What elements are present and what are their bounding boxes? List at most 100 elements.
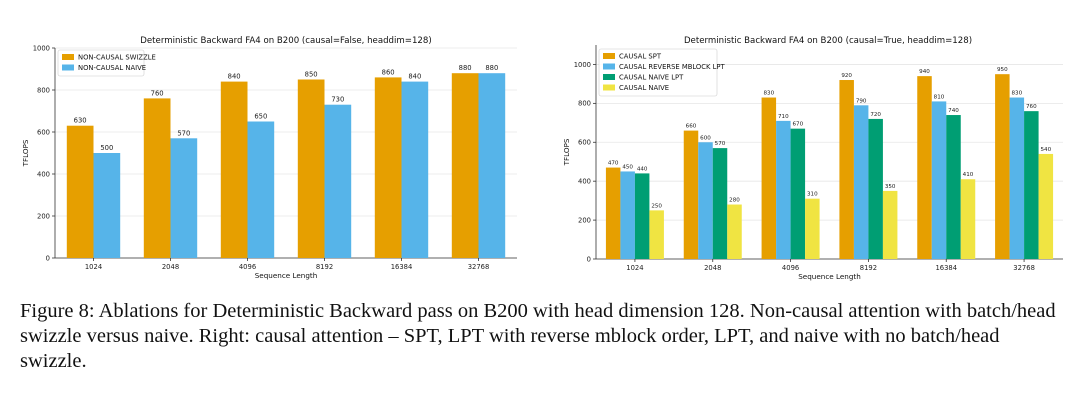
bar [620, 171, 635, 259]
legend-swatch [603, 84, 615, 91]
bar-value-label: 570 [715, 141, 726, 147]
y-axis-label: TFLOPS [562, 138, 571, 166]
legend-entry: CAUSAL SPT [619, 53, 662, 61]
bar-value-label: 540 [1040, 147, 1051, 153]
bar-value-label: 350 [885, 184, 896, 190]
figure-caption: Figure 8: Ablations for Deterministic Ba… [20, 300, 1056, 372]
legend-swatch [603, 63, 615, 70]
bar [1024, 111, 1039, 260]
y-tick-label: 600 [578, 139, 591, 147]
bar [649, 210, 664, 259]
y-tick-label: 0 [587, 255, 591, 263]
y-tick-label: 600 [37, 128, 50, 136]
y-tick-label: 200 [37, 212, 50, 220]
y-tick-label: 400 [578, 177, 591, 185]
legend-entry: NON-CAUSAL NAIVE [78, 64, 146, 72]
y-tick-label: 800 [37, 86, 50, 94]
bar [776, 120, 791, 259]
y-tick-label: 800 [578, 100, 591, 108]
bar-value-label: 810 [934, 94, 945, 100]
bar-value-label: 570 [177, 129, 190, 137]
bar [401, 81, 429, 258]
legend-entry: CAUSAL NAIVE [619, 84, 669, 92]
bar-value-label: 600 [700, 135, 711, 141]
bar-value-label: 840 [408, 73, 421, 81]
bar [220, 81, 248, 258]
bar-value-label: 280 [729, 198, 740, 204]
chart-noncausal: 0 200 400 600 800 1000 1024 630 500 2048 760 570 409… [21, 36, 517, 280]
bar-value-label: 410 [963, 172, 974, 178]
legend-swatch [62, 54, 74, 60]
bar [1009, 97, 1025, 259]
bar-value-label: 470 [608, 161, 619, 167]
x-tick-label: 16384 [935, 264, 957, 272]
bar [698, 142, 713, 259]
x-tick-label: 1024 [626, 264, 643, 272]
bar [297, 79, 325, 258]
bar-value-label: 830 [1011, 91, 1022, 97]
chart-title: Deterministic Backward FA4 on B200 (caus… [140, 36, 431, 46]
bar-value-label: 740 [948, 108, 959, 114]
bar [805, 198, 820, 259]
bar [712, 148, 728, 259]
bar [995, 74, 1010, 259]
bar [917, 76, 932, 259]
bar-value-label: 650 [254, 113, 267, 121]
legend-box [598, 48, 718, 97]
bar-value-label: 880 [459, 64, 472, 72]
x-axis-label: Sequence Length [798, 272, 861, 281]
y-tick-label: 200 [578, 216, 591, 224]
x-tick-label: 16384 [391, 263, 413, 271]
bar [960, 179, 976, 259]
legend-swatch [603, 74, 615, 80]
bar-value-label: 920 [841, 73, 852, 79]
x-tick-label: 4096 [782, 264, 799, 272]
bar-value-label: 450 [622, 164, 633, 170]
legend-box [57, 49, 145, 77]
y-axis-label: TFLOPS [21, 139, 30, 167]
x-tick-label: 8192 [860, 264, 877, 272]
bar [247, 121, 275, 258]
bar-value-label: 850 [305, 71, 318, 79]
x-axis-label: Sequence Length [255, 271, 318, 280]
bar [66, 125, 94, 258]
bar [761, 97, 777, 259]
bar [839, 80, 854, 259]
y-tick-label: 0 [46, 254, 50, 262]
x-tick-label: 8192 [316, 263, 333, 271]
bar [853, 105, 869, 260]
x-tick-label: 32768 [1013, 264, 1035, 272]
bar [374, 77, 402, 259]
bar [946, 115, 961, 259]
chart-title: Deterministic Backward FA4 on B200 (caus… [684, 36, 972, 46]
legend-entry: CAUSAL REVERSE MBLOCK LPT [619, 63, 726, 71]
bar-value-label: 720 [870, 112, 881, 118]
bar-value-label: 500 [100, 144, 113, 152]
bar [93, 153, 121, 258]
legend-swatch [603, 53, 615, 59]
x-tick-label: 2048 [704, 264, 721, 272]
bar-value-label: 760 [151, 89, 164, 97]
bar-value-label: 950 [997, 67, 1008, 73]
y-tick-label: 1000 [33, 44, 50, 52]
x-tick-label: 1024 [85, 263, 102, 271]
bar [931, 101, 947, 259]
y-tick-label: 400 [37, 170, 50, 178]
bar-value-label: 670 [792, 122, 803, 128]
legend-entry: NON-CAUSAL SWIZZLE [78, 54, 156, 62]
bar-value-label: 250 [651, 203, 662, 209]
bar [790, 128, 806, 259]
x-tick-label: 32768 [468, 263, 490, 271]
bar [143, 98, 171, 259]
bar-value-label: 440 [637, 166, 648, 172]
bar [451, 73, 479, 258]
bar [1038, 153, 1054, 259]
bar-value-label: 710 [778, 114, 789, 120]
bar-value-label: 860 [382, 68, 395, 76]
bar [324, 104, 352, 258]
bar [727, 204, 742, 259]
bar-value-label: 760 [1026, 104, 1037, 110]
bar [605, 167, 621, 259]
bar-value-label: 830 [763, 91, 774, 97]
